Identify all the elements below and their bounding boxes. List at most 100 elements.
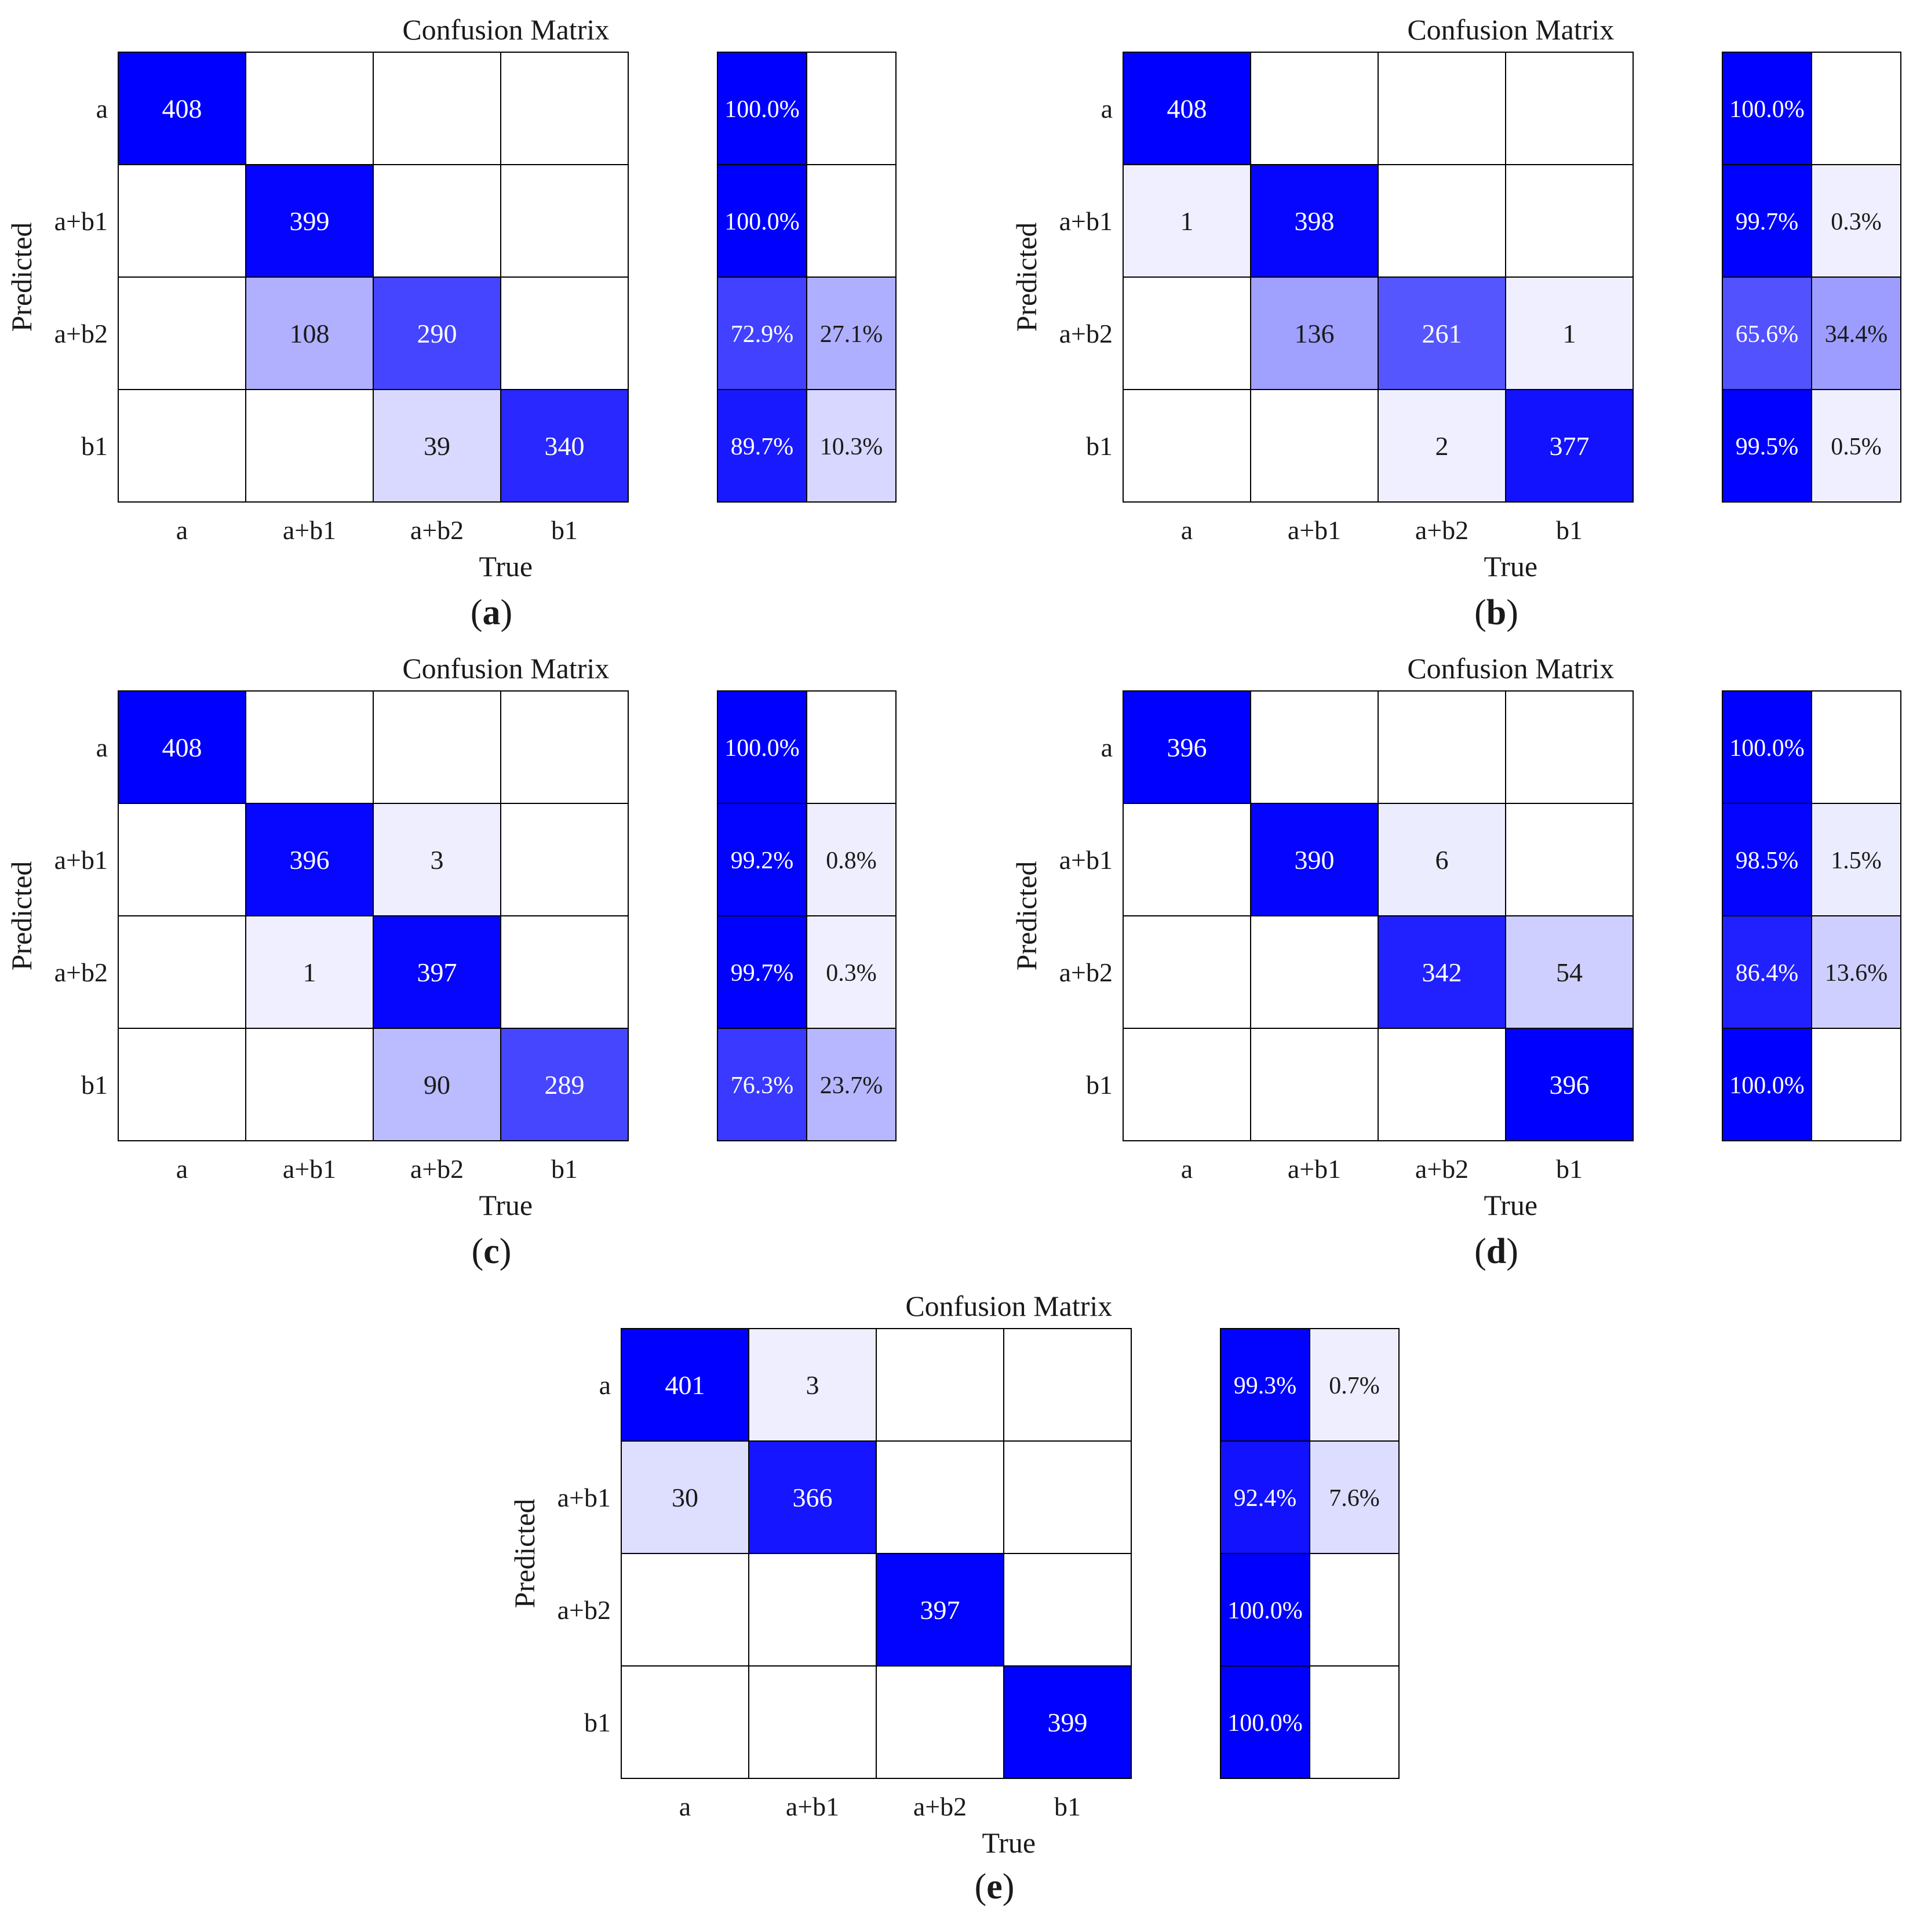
summary-cell [1811, 389, 1901, 503]
summary-cell [806, 915, 897, 1029]
matrix-cell-value: 390 [1295, 845, 1335, 875]
matrix-cell-value: 399 [1048, 1708, 1088, 1737]
matrix-cell-value: 6 [1435, 845, 1449, 875]
summary-cell-value: 76.3% [731, 1072, 794, 1099]
matrix-cell [1123, 389, 1251, 503]
x-tick-label: b1 [551, 1154, 578, 1184]
matrix-cell [500, 164, 629, 278]
matrix-cell [118, 276, 246, 390]
summary-cell [717, 915, 807, 1029]
summary-cell-value: 100.0% [724, 209, 800, 235]
matrix-cell-value: 1 [303, 958, 316, 987]
matrix-cell [500, 803, 629, 916]
matrix-cell [1003, 1440, 1132, 1554]
summary-cell [717, 1028, 807, 1141]
y-tick-label: a+b1 [557, 1483, 611, 1512]
y-tick-label: a+b1 [54, 206, 108, 236]
summary-cell [1309, 1665, 1400, 1779]
x-tick-label: a+b2 [913, 1792, 967, 1821]
x-axis-label: True [1484, 550, 1537, 583]
matrix-cell [118, 52, 246, 165]
matrix-cell-value: 396 [1550, 1070, 1590, 1100]
matrix-cell-value: 2 [1435, 431, 1449, 461]
matrix-cell [373, 276, 501, 390]
panel-c: Confusion Matrix 408 396 3 1 397 90 289 100.0% 99… [5, 652, 897, 1221]
matrix-cell [1505, 164, 1634, 278]
matrix-cell [1505, 276, 1634, 390]
matrix-cell [1003, 1328, 1132, 1442]
matrix-cell-value: 342 [1422, 958, 1462, 987]
matrix-cell [1378, 164, 1506, 278]
y-tick-label: a [96, 733, 108, 762]
matrix-cell [245, 52, 374, 165]
panel-e: Confusion Matrix 401 3 30 366 397 399 99.3% 0.7%… [508, 1290, 1400, 1859]
matrix-cell [621, 1440, 749, 1554]
summary-cell-value: 65.6% [1736, 321, 1799, 348]
y-tick-label: b1 [1086, 1070, 1113, 1100]
matrix-cell-value: 1 [1180, 206, 1194, 236]
summary-cell [1811, 1028, 1901, 1141]
y-tick-label: a [1101, 733, 1113, 762]
matrix-cell [500, 1028, 629, 1141]
matrix-cell [373, 52, 501, 165]
summary-cell-value: 13.6% [1825, 960, 1888, 987]
caption-c-letter: c [483, 1232, 500, 1271]
summary-cell [1220, 1553, 1310, 1667]
y-tick-label: a [1101, 94, 1113, 123]
matrix-cell-value: 397 [920, 1595, 960, 1625]
summary-cell [806, 690, 897, 804]
summary-cell-value: 89.7% [731, 434, 794, 460]
x-axis-label: True [1484, 1189, 1537, 1221]
caption-e-letter: e [986, 1867, 1003, 1906]
matrix-cell [1123, 915, 1251, 1029]
summary-cell-value: 100.0% [1729, 1072, 1805, 1099]
x-tick-label: b1 [1556, 1154, 1583, 1184]
chart-title: Confusion Matrix [1407, 13, 1614, 46]
summary-cell [1811, 52, 1901, 165]
matrix-cell [1250, 52, 1379, 165]
x-tick-label: b1 [1556, 515, 1583, 545]
x-tick-label: a [679, 1792, 691, 1821]
x-axis-label: True [479, 1189, 533, 1221]
matrix-cell [1505, 389, 1634, 503]
summary-cell-value: 0.3% [1831, 209, 1882, 235]
matrix-cell [1378, 276, 1506, 390]
summary-cell-value: 100.0% [1227, 1598, 1303, 1624]
summary-cell [1811, 803, 1901, 916]
matrix-cell [118, 690, 246, 804]
summary-cell [1722, 164, 1812, 278]
matrix-cell [1378, 52, 1506, 165]
summary-cell-value: 34.4% [1825, 321, 1888, 348]
matrix-cell [245, 803, 374, 916]
y-tick-label: a+b2 [54, 319, 108, 348]
matrix-cell [1250, 690, 1379, 804]
panel-a: Confusion Matrix 408 399 108 290 39 340 100.0% 1… [5, 13, 897, 583]
matrix-cell [621, 1665, 749, 1779]
matrix-cell [118, 164, 246, 278]
caption-b-letter: b [1486, 593, 1507, 632]
summary-cell-value: 0.3% [826, 960, 877, 987]
summary-cell-value: 72.9% [731, 321, 794, 348]
matrix-cell-value: 397 [417, 958, 457, 987]
y-tick-label: a [96, 94, 108, 123]
matrix-cell [1123, 1028, 1251, 1141]
matrix-cell-value: 3 [806, 1370, 819, 1400]
summary-cell-value: 99.2% [731, 847, 794, 874]
matrix-cell [245, 389, 374, 503]
matrix-cell [1250, 915, 1379, 1029]
x-tick-label: a+b2 [410, 515, 464, 545]
summary-cell [806, 803, 897, 916]
summary-cell [806, 276, 897, 390]
matrix-cell [245, 915, 374, 1029]
matrix-cell [1123, 52, 1251, 165]
matrix-cell-value: 290 [417, 319, 457, 348]
x-tick-label: a+b2 [1415, 515, 1469, 545]
matrix-cell [1123, 164, 1251, 278]
matrix-cell-value: 30 [672, 1483, 698, 1512]
chart-title: Confusion Matrix [402, 652, 609, 685]
matrix-cell [1505, 915, 1634, 1029]
matrix-cell-value: 401 [665, 1370, 705, 1400]
y-tick-label: a+b2 [54, 958, 108, 987]
summary-cell-value: 99.3% [1234, 1373, 1297, 1399]
